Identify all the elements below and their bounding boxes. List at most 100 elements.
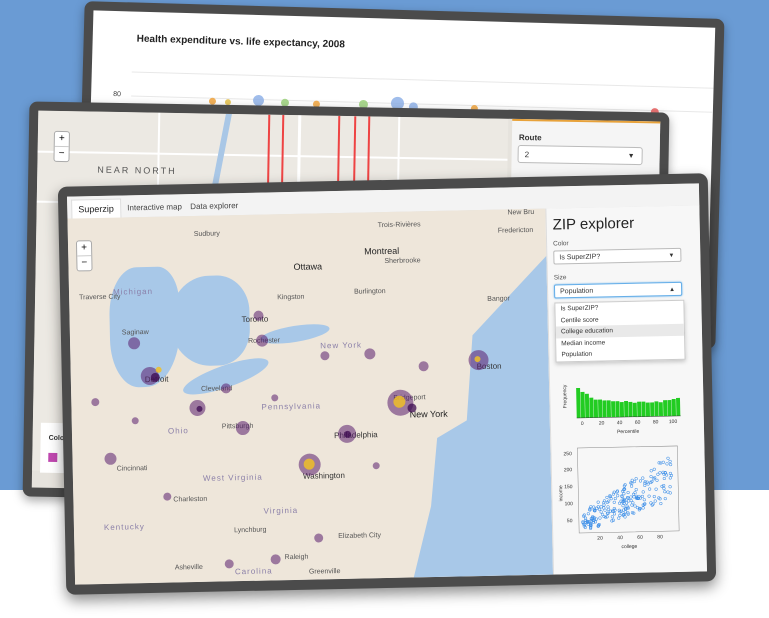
scatter-point <box>584 518 588 522</box>
scatter-xtick: 20 <box>597 536 603 542</box>
zoom-out-button[interactable]: − <box>81 257 88 269</box>
histogram-bar <box>667 400 672 417</box>
map-label-sherbrooke: Sherbrooke <box>384 257 421 266</box>
histogram-bar <box>576 387 581 419</box>
scatter-point <box>637 508 641 512</box>
scatter-point <box>641 490 645 494</box>
size-select[interactable]: Population ▲ <box>553 281 683 299</box>
zip-marker[interactable] <box>131 417 139 425</box>
scatter-point <box>596 500 600 504</box>
route-select[interactable]: 2 ▼ <box>517 144 643 166</box>
scatter-point <box>665 473 669 477</box>
scatter-point <box>586 522 590 526</box>
scatter-point <box>618 513 622 517</box>
scatter-point <box>608 509 613 513</box>
map-label-burlington: Burlington <box>353 288 386 296</box>
zip-marker[interactable] <box>364 348 376 360</box>
histogram-bar <box>606 400 612 418</box>
chevron-down-icon: ▼ <box>668 252 675 260</box>
zoom-in-button[interactable]: + <box>54 131 69 148</box>
scatter-point <box>630 484 634 488</box>
scatter-xtick: 60 <box>637 535 643 541</box>
zip-explorer-panel: ZIP explorer Color Is SuperZIP? ▼ Size P… <box>545 205 707 575</box>
scatter-point <box>662 487 666 491</box>
zip-marker[interactable] <box>196 405 203 412</box>
histogram-bar <box>615 401 620 418</box>
zip-marker[interactable] <box>104 452 117 465</box>
scatter-point <box>623 507 627 511</box>
histogram-bar <box>663 400 668 417</box>
scatter-point <box>589 525 593 529</box>
zip-marker[interactable] <box>271 394 279 402</box>
histogram-bar <box>654 401 659 417</box>
scatter-point <box>666 456 670 460</box>
chevron-up-icon: ▲ <box>669 286 676 294</box>
scatter-point <box>611 492 615 496</box>
map-label-cincinnati: Cincinnati <box>116 465 148 473</box>
zip-marker[interactable] <box>163 492 172 501</box>
zip-marker[interactable] <box>372 462 380 470</box>
scatter-point <box>608 494 612 498</box>
zip-marker[interactable] <box>255 334 269 347</box>
scatter-point <box>649 469 653 473</box>
tab-data-explorer[interactable]: Data explorer <box>190 201 239 212</box>
map-label-new-york-state: New York <box>320 340 363 351</box>
scatter-point <box>638 479 643 483</box>
histogram-bar <box>641 401 646 417</box>
scatter-ytick: 100 <box>564 501 573 507</box>
size-label: Size <box>553 274 567 282</box>
scatter-point <box>582 524 586 528</box>
scatter-point <box>617 516 621 520</box>
scatter-point <box>598 507 602 512</box>
histogram-bar <box>593 399 599 418</box>
scatter-point <box>649 480 653 485</box>
zip-marker[interactable] <box>224 559 234 569</box>
interactive-map[interactable]: Sudbury Trois-Rivières Ottawa Montreal S… <box>67 208 554 585</box>
scatter-point <box>629 495 633 499</box>
scatter-point <box>594 517 598 521</box>
zip-marker[interactable] <box>270 554 281 565</box>
zip-marker[interactable] <box>418 361 429 372</box>
scatter-point <box>643 481 647 485</box>
hist-tick: 0 <box>581 421 584 427</box>
histogram-bar <box>624 400 629 418</box>
scatter-point <box>611 518 615 522</box>
zip-marker[interactable] <box>320 351 330 361</box>
scatter-point <box>584 516 588 520</box>
histogram-bar <box>671 398 676 417</box>
scatter-point <box>593 509 597 513</box>
scatter-point <box>626 491 630 495</box>
scatter-point <box>626 496 630 500</box>
scatter-point <box>621 498 625 502</box>
zip-marker[interactable] <box>91 398 100 407</box>
tab-interactive-map[interactable]: Interactive map <box>127 202 183 213</box>
scatter-point <box>637 494 641 499</box>
scatter-ylabel: income <box>558 485 564 501</box>
zip-marker[interactable] <box>343 430 352 438</box>
histogram-bar <box>619 402 625 418</box>
scatter-point <box>623 498 627 502</box>
scatter-xtick: 40 <box>617 535 623 541</box>
superzip-marker[interactable] <box>474 356 481 363</box>
zip-marker[interactable] <box>235 420 251 436</box>
map-label-new-bru: New Bru <box>507 208 535 217</box>
color-select[interactable]: Is SuperZIP? ▼ <box>553 247 682 265</box>
scatter-point <box>643 483 647 488</box>
scatter-point <box>592 505 596 509</box>
zip-marker[interactable] <box>314 533 324 543</box>
scatter-point <box>666 490 670 494</box>
y-tick-label: 80 <box>113 90 122 99</box>
scatter-point <box>622 492 626 496</box>
superzip-marker[interactable] <box>155 366 162 373</box>
tab-superzip[interactable]: Superzip <box>71 198 122 220</box>
zoom-in-button[interactable]: + <box>76 241 92 257</box>
scatter-ytick: 150 <box>564 484 573 490</box>
scatter-point <box>602 499 607 503</box>
scatter-point <box>651 502 655 506</box>
histogram-bar <box>598 399 603 418</box>
zoom-out-button[interactable]: − <box>58 147 65 160</box>
hist-tick: 60 <box>635 420 641 426</box>
scatter-point <box>663 497 667 501</box>
scatter-point <box>633 504 637 508</box>
scatter-point <box>637 496 641 500</box>
